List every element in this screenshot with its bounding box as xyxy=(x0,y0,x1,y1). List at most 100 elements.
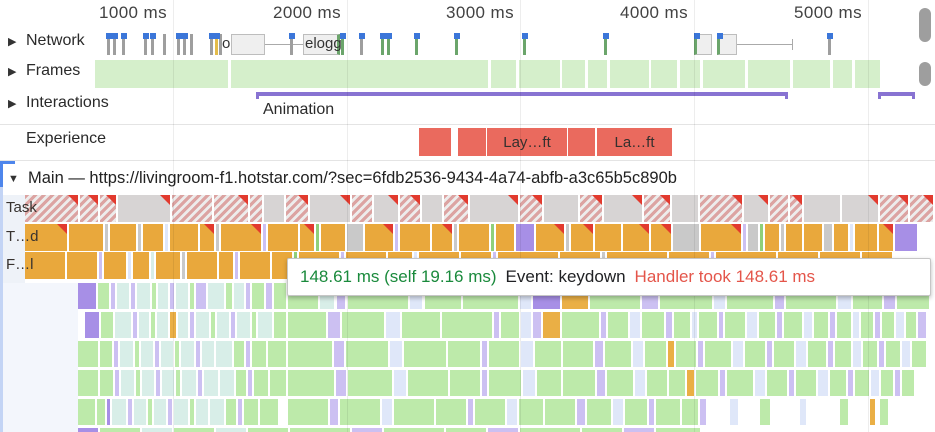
flame-chart-block[interactable] xyxy=(853,312,859,338)
flame-chart-block[interactable] xyxy=(220,370,234,396)
event-block[interactable] xyxy=(850,224,853,251)
flame-chart-block[interactable] xyxy=(482,370,487,396)
function-call-block[interactable] xyxy=(104,252,126,279)
flame-chart-block[interactable] xyxy=(154,399,166,425)
flame-chart-block[interactable] xyxy=(835,341,851,367)
flame-chart-block[interactable] xyxy=(101,312,113,338)
event-block[interactable] xyxy=(895,224,917,251)
function-call-block[interactable] xyxy=(182,252,185,279)
flame-chart-block[interactable] xyxy=(624,428,654,432)
frame-block[interactable] xyxy=(562,60,585,88)
flame-chart-block[interactable] xyxy=(196,341,200,367)
network-request-bar[interactable] xyxy=(144,34,147,55)
flame-chart-block[interactable] xyxy=(796,341,806,367)
task-block[interactable] xyxy=(172,195,212,222)
flame-chart-block[interactable] xyxy=(837,312,851,338)
flame-chart-block[interactable] xyxy=(202,341,214,367)
flame-chart-block[interactable] xyxy=(260,399,278,425)
task-block[interactable] xyxy=(770,195,788,222)
frame-block[interactable] xyxy=(588,60,607,88)
layout-shift-event[interactable] xyxy=(568,128,595,156)
flame-chart-block[interactable] xyxy=(121,370,134,396)
task-block[interactable] xyxy=(25,195,78,222)
event-block[interactable] xyxy=(623,224,649,251)
flame-chart-block[interactable] xyxy=(78,341,98,367)
flame-chart-block[interactable] xyxy=(156,370,160,396)
flame-chart-block[interactable] xyxy=(157,312,168,338)
task-block[interactable] xyxy=(444,195,468,222)
flame-chart-block[interactable] xyxy=(196,312,209,338)
flame-chart-block[interactable] xyxy=(78,399,95,425)
flame-chart-block[interactable] xyxy=(733,341,743,367)
task-block[interactable] xyxy=(250,195,262,222)
flame-chart-block[interactable] xyxy=(174,399,188,425)
event-block[interactable] xyxy=(110,224,136,251)
flame-chart-block[interactable] xyxy=(176,370,180,396)
flame-chart-block[interactable] xyxy=(597,370,605,396)
flame-chart-block[interactable] xyxy=(162,370,174,396)
task-block[interactable] xyxy=(470,195,518,222)
flame-chart-block[interactable] xyxy=(141,341,153,367)
flame-chart-block[interactable] xyxy=(507,399,517,425)
flame-chart-block[interactable] xyxy=(170,312,176,338)
task-block[interactable] xyxy=(544,195,578,222)
flame-chart-block[interactable] xyxy=(158,283,168,309)
flame-chart-block[interactable] xyxy=(288,399,328,425)
flame-chart-block[interactable] xyxy=(881,370,893,396)
frame-block[interactable] xyxy=(855,60,880,88)
flame-chart-block[interactable] xyxy=(142,370,154,396)
flame-chart-block[interactable] xyxy=(348,370,392,396)
flame-chart-block[interactable] xyxy=(446,428,486,432)
flame-chart-block[interactable] xyxy=(211,312,215,338)
network-request-bar[interactable] xyxy=(163,34,166,55)
flame-chart-block[interactable] xyxy=(533,312,541,338)
flame-chart-block[interactable] xyxy=(687,370,694,396)
task-block[interactable] xyxy=(880,195,908,222)
task-block[interactable] xyxy=(790,195,802,222)
flame-chart-block[interactable] xyxy=(402,312,440,338)
flame-chart-block[interactable] xyxy=(246,341,250,367)
event-block[interactable] xyxy=(316,224,319,251)
event-block[interactable] xyxy=(491,224,494,251)
flame-chart-block[interactable] xyxy=(828,341,833,367)
event-block[interactable] xyxy=(496,224,514,251)
event-block[interactable] xyxy=(804,224,822,251)
flame-chart-block[interactable] xyxy=(236,370,246,396)
network-request-bar[interactable] xyxy=(113,34,116,55)
flame-chart-block[interactable] xyxy=(204,370,218,396)
flame-chart-block[interactable] xyxy=(340,399,380,425)
event-block[interactable] xyxy=(105,224,108,251)
task-block[interactable] xyxy=(100,195,116,222)
interaction-bracket[interactable] xyxy=(878,92,915,99)
flame-chart-block[interactable] xyxy=(818,370,828,396)
flame-chart-block[interactable] xyxy=(682,399,698,425)
event-block[interactable] xyxy=(673,224,699,251)
network-request-bar[interactable] xyxy=(183,34,186,55)
flame-chart-block[interactable] xyxy=(647,370,667,396)
flame-chart-block[interactable] xyxy=(342,312,384,338)
task-block[interactable] xyxy=(910,195,933,222)
event-block[interactable] xyxy=(765,224,779,251)
event-block[interactable] xyxy=(566,224,569,251)
function-call-block[interactable] xyxy=(25,252,65,279)
flame-chart-block[interactable] xyxy=(902,341,910,367)
flame-chart-block[interactable] xyxy=(696,370,718,396)
flame-chart-block[interactable] xyxy=(642,312,664,338)
flame-chart-block[interactable] xyxy=(537,370,561,396)
task-block[interactable] xyxy=(374,195,398,222)
flame-chart-block[interactable] xyxy=(608,312,628,338)
network-request-bar[interactable] xyxy=(210,34,213,55)
flame-chart-block[interactable] xyxy=(520,283,531,309)
flame-chart-block[interactable] xyxy=(394,370,406,396)
event-block[interactable] xyxy=(400,224,430,251)
flame-chart-block[interactable] xyxy=(896,312,904,338)
event-block[interactable] xyxy=(432,224,452,251)
frames-track-header[interactable]: ▶ Frames xyxy=(8,62,80,80)
flame-chart-block[interactable] xyxy=(120,341,133,367)
network-request-bar[interactable] xyxy=(215,34,218,55)
flame-chart-block[interactable] xyxy=(519,399,543,425)
flame-chart-block[interactable] xyxy=(100,428,140,432)
frame-block[interactable] xyxy=(703,60,745,88)
flame-chart-block[interactable] xyxy=(698,341,703,367)
scrollbar-thumb[interactable] xyxy=(919,8,931,42)
